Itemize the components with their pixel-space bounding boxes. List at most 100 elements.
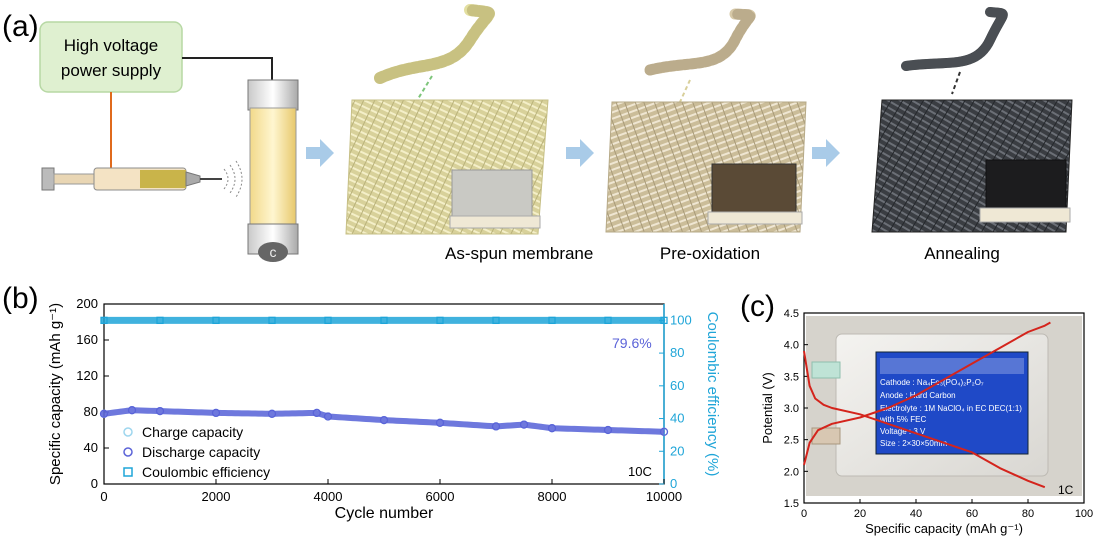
x-tick-label-b: 4000 bbox=[314, 489, 343, 504]
spray-jet bbox=[223, 160, 243, 198]
panel-a-label: (a) bbox=[2, 10, 39, 43]
flow-arrow-1 bbox=[306, 139, 334, 167]
university-logo-band bbox=[880, 358, 1024, 374]
pouch-cell-photo: Cathode : Na₄Fe₃(PO₄)₂P₂O₇ Anode : Hard … bbox=[806, 316, 1082, 496]
ruler-2 bbox=[707, 211, 803, 225]
retention-annotation: 79.6% bbox=[612, 335, 652, 351]
y-tick-label-b: 200 bbox=[76, 296, 98, 311]
y2-axis-label-b: Coulombic efficiency (%) bbox=[704, 312, 721, 477]
x-axis-label-b: Cycle number bbox=[335, 505, 434, 522]
rate-label-c: 1C bbox=[1058, 483, 1074, 497]
tab-negative bbox=[811, 427, 841, 445]
stage-annealing: Annealing bbox=[871, 7, 1073, 263]
y2-tick-label-b: 60 bbox=[670, 378, 684, 393]
power-supply-line1: High voltage bbox=[64, 36, 159, 55]
x-axis-label-c: Specific capacity (mAh g⁻¹) bbox=[865, 521, 1023, 536]
syringe-plunger bbox=[53, 173, 95, 185]
ruler-1 bbox=[449, 215, 541, 229]
curve-discharge bbox=[803, 350, 1046, 489]
collector-shaft bbox=[258, 242, 288, 262]
x-tick-label-b: 2000 bbox=[202, 489, 231, 504]
y-tick-label-c: 3.5 bbox=[784, 371, 799, 383]
flow-arrows bbox=[306, 139, 840, 167]
legend-marker-ce bbox=[123, 467, 133, 477]
panel-b: (b) 0 2000 4000 6000 8000 1000004080120160200… bbox=[2, 282, 721, 522]
y2-tick-label-b: 20 bbox=[670, 443, 684, 458]
x-tick-label-c: 20 bbox=[854, 508, 866, 520]
y-tick-label-c: 3.0 bbox=[784, 403, 799, 415]
syringe-plunger-cap bbox=[41, 167, 55, 191]
stage-as-spun: As-spun membrane bbox=[345, 4, 593, 263]
zoom-line-3 bbox=[951, 71, 961, 95]
label-electrolyte: Electrolyte : 1M NaClO₄ in EC DEC(1:1) bbox=[880, 404, 1022, 413]
voltage-profile-chart: 0 20 40 60 80 100 1.5 2.0 2.5 3.0 3.5 4.0 4.5 Specifi… bbox=[760, 308, 1093, 536]
syringe bbox=[41, 160, 243, 198]
syringe-tip bbox=[185, 171, 201, 187]
legend-discharge: Discharge capacity bbox=[142, 444, 260, 460]
y-tick-label-c: 4.0 bbox=[784, 340, 799, 352]
y2-tick-label-b: 100 bbox=[670, 312, 692, 327]
y-tick-label-b: 0 bbox=[91, 476, 98, 491]
y-tick-label-b: 80 bbox=[84, 404, 98, 419]
y-tick-label-b: 120 bbox=[76, 368, 98, 383]
panel-c-label: (c) bbox=[740, 290, 775, 323]
series-band bbox=[101, 407, 665, 435]
tab-positive bbox=[811, 361, 841, 379]
photo-pre-oxidation bbox=[711, 163, 797, 221]
panel-a: (a) High voltage power supply c bbox=[2, 4, 1073, 263]
svg-text:c: c bbox=[270, 244, 277, 260]
ruler-3 bbox=[979, 207, 1071, 223]
power-supply: High voltage power supply bbox=[39, 21, 273, 170]
drum-collector: c bbox=[247, 79, 299, 262]
label-fec: with 5% FEC bbox=[879, 415, 926, 424]
y2-tick-label-b: 40 bbox=[670, 411, 684, 426]
collector-top bbox=[247, 79, 299, 111]
legend-marker-discharge bbox=[123, 447, 133, 457]
x-tick-label-c: 100 bbox=[1075, 508, 1093, 520]
y-tick-label-c: 2.0 bbox=[784, 466, 799, 478]
x-tick-label-c: 0 bbox=[801, 508, 807, 520]
x-tick-label-c: 40 bbox=[910, 508, 922, 520]
flow-arrow-3 bbox=[812, 139, 840, 167]
stage-pre-oxidation: Pre-oxidation bbox=[605, 8, 807, 263]
stage-label-pre-oxidation: Pre-oxidation bbox=[660, 244, 760, 263]
power-supply-line2: power supply bbox=[61, 61, 162, 80]
curve-line bbox=[803, 321, 1051, 466]
y-axis-label-c: Potential (V) bbox=[760, 372, 775, 444]
flow-arrow-2 bbox=[566, 139, 594, 167]
label-cathode: Cathode : Na₄Fe₃(PO₄)₂P₂O₇ bbox=[880, 378, 984, 387]
x-tick-label-b: 0 bbox=[100, 489, 107, 504]
power-supply-box bbox=[39, 21, 183, 93]
x-tick-label-c: 60 bbox=[966, 508, 978, 520]
legend-charge: Charge capacity bbox=[142, 424, 243, 440]
curve-charge bbox=[803, 321, 1051, 466]
legend-ce: Coulombic efficiency bbox=[142, 464, 270, 480]
series-discharge-capacity bbox=[99, 406, 669, 436]
power-wire-collector bbox=[182, 57, 273, 82]
stage-label-annealing: Annealing bbox=[924, 244, 1000, 263]
label-voltage: Voltage : 3 V bbox=[880, 427, 926, 436]
y-tick-label-b: 160 bbox=[76, 332, 98, 347]
stage-label-as-spun: As-spun membrane bbox=[445, 244, 593, 263]
panel-c: (c) Cathode : Na₄Fe₃(PO₄)₂P₂O₇ Anode : H… bbox=[740, 290, 1093, 536]
x-tick-label-b: 8000 bbox=[538, 489, 567, 504]
y-tick-label-b: 40 bbox=[84, 440, 98, 455]
curve-line bbox=[803, 350, 1046, 489]
y2-tick-label-b: 80 bbox=[670, 345, 684, 360]
panel-b-label: (b) bbox=[2, 282, 39, 315]
y-axis-label-b: Specific capacity (mAh g⁻¹) bbox=[47, 303, 64, 485]
syringe-solution bbox=[140, 170, 186, 188]
x-tick-label-b: 6000 bbox=[426, 489, 455, 504]
collector-core bbox=[249, 107, 297, 227]
label-size: Size : 2×30×50mm bbox=[880, 439, 947, 448]
legend-marker-charge bbox=[123, 427, 133, 437]
x-tick-label-b: 10000 bbox=[646, 489, 682, 504]
legend-b: Charge capacity Discharge capacity Coulo… bbox=[123, 424, 270, 480]
series-coulombic-efficiency bbox=[100, 316, 668, 325]
y2-tick-label-b: 0 bbox=[670, 476, 677, 491]
cycling-chart: 0 2000 4000 6000 8000 10000040801201602000204… bbox=[47, 296, 721, 522]
zoom-line-2 bbox=[679, 79, 691, 103]
y-tick-label-c: 1.5 bbox=[784, 498, 799, 510]
y-tick-label-c: 2.5 bbox=[784, 435, 799, 447]
